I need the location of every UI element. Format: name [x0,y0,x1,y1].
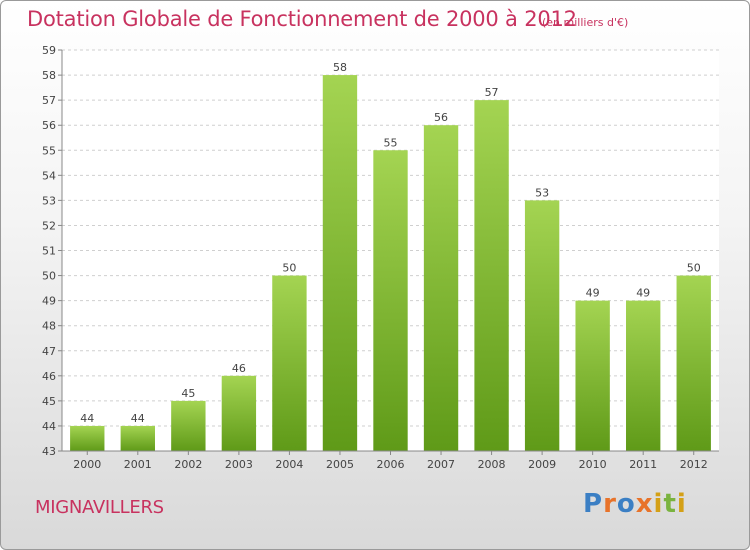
x-tick-label-2002: 2002 [174,458,202,471]
bar-2004 [272,275,307,451]
logo-letter: P [583,489,604,519]
x-tick-label-2007: 2007 [427,458,455,471]
y-tick-label: 44 [42,420,56,433]
x-tick-label-2008: 2008 [478,458,506,471]
bar-2002 [171,400,206,451]
bars: 44 44 45 46 50 58 55 56 57 53 49 49 50 [70,61,711,451]
data-label-2011: 49 [636,287,650,300]
data-label-2002: 45 [181,387,195,400]
bar-2005 [322,75,358,451]
bar-2000 [70,425,105,451]
data-label-2006: 55 [384,136,398,149]
bar-2001 [120,425,155,451]
x-tick-label-2003: 2003 [225,458,253,471]
data-label-2009: 53 [535,186,549,199]
logo-letter: x [635,489,654,519]
y-tick-label: 54 [42,169,56,182]
x-tick-label-2011: 2011 [629,458,657,471]
logo-letter: o [616,489,636,519]
x-tick-label-2006: 2006 [377,458,405,471]
data-label-2004: 50 [282,262,296,275]
bar-2008 [474,100,509,451]
x-tick-label-2010: 2010 [579,458,607,471]
y-tick-label: 47 [42,345,56,358]
y-tick-label: 46 [42,370,56,383]
y-tick-label: 53 [42,194,56,207]
x-tick-label-2012: 2012 [680,458,708,471]
y-tick-label: 45 [42,395,56,408]
data-label-2010: 49 [586,287,600,300]
logo-letter: i [676,489,687,519]
y-tick-label: 59 [42,44,56,57]
logo-letter: t [663,489,677,519]
x-tick-label-2004: 2004 [275,458,303,471]
y-tick-label: 43 [42,445,56,458]
commune-name: MIGNAVILLERS [35,497,164,518]
bar-2007 [423,125,459,451]
bar-2009 [524,200,560,451]
y-tick-label: 55 [42,144,56,157]
bar-2003 [221,375,257,451]
bar-2012 [676,275,711,451]
x-tick-label-2009: 2009 [528,458,556,471]
y-tick-label: 56 [42,119,56,132]
x-tick-label-2005: 2005 [326,458,354,471]
bar-2010 [575,300,610,451]
data-label-2001: 44 [131,412,145,425]
data-label-2005: 58 [333,61,347,74]
chart-subtitle: (en milliers d'€) [542,16,629,29]
logo-letter: r [603,489,617,519]
bar-2011 [626,300,661,451]
proxiti-logo: Proxiti [583,489,687,519]
y-tick-label: 51 [42,245,56,258]
data-label-2007: 56 [434,111,448,124]
y-tick-label: 57 [42,94,56,107]
logo-letter: i [653,489,664,519]
y-tick-label: 48 [42,320,56,333]
chart-title: Dotation Globale de Fonctionnement de 20… [27,7,577,31]
y-tick-label: 49 [42,295,56,308]
data-label-2003: 46 [232,362,246,375]
x-tick-label-2000: 2000 [73,458,101,471]
bar-2006 [373,150,408,451]
y-tick-label: 50 [42,270,56,283]
y-axis-ticks: 43 44 45 46 47 48 49 50 51 52 53 54 55 56 57 58 59 [42,44,62,458]
data-label-2000: 44 [80,412,94,425]
y-tick-label: 52 [42,219,56,232]
data-label-2008: 57 [485,86,499,99]
x-tick-label-2001: 2001 [124,458,152,471]
data-label-2012: 50 [687,262,701,275]
y-tick-label: 58 [42,69,56,82]
x-axis-ticks: 2000 2001 2002 2003 2004 2005 2006 2007 2008 2009… [73,451,708,471]
